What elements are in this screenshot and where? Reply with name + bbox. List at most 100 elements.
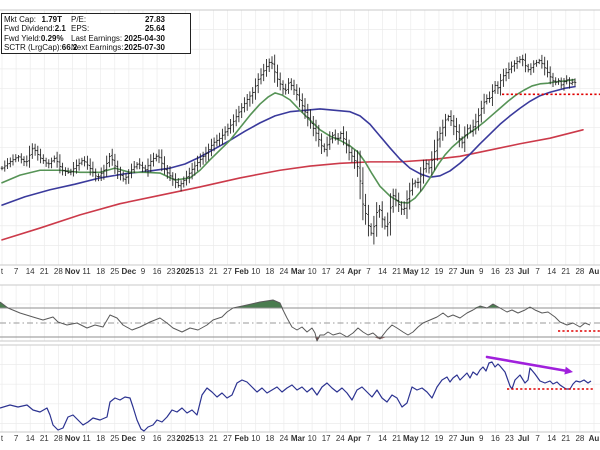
x-axis-labels-bottom-label: 10: [251, 434, 260, 443]
x-axis-labels-bottom-label: Mar: [291, 434, 305, 443]
x-axis-labels-main-label: 23: [505, 267, 514, 276]
x-axis-labels-main-label: 9: [141, 267, 146, 276]
x-axis-labels-bottom-label: Nov: [65, 434, 81, 443]
x-axis-labels-main-label: Dec: [122, 267, 137, 276]
x-axis-labels-bottom-label: 9: [479, 434, 484, 443]
info-row-eps: EPS: 25.64: [71, 24, 165, 33]
x-axis-labels-main-label: 25: [110, 267, 119, 276]
downtrend-arrow-head: [564, 366, 573, 375]
info-row-fwd-yield: Fwd Yield: 0.29%: [4, 33, 64, 43]
mkt-cap-value: 1.79T: [41, 15, 62, 24]
x-axis-labels-bottom-label: 25: [110, 434, 119, 443]
x-axis-labels-bottom-label: 14: [547, 434, 556, 443]
info-row-mkt-cap: Mkt Cap: 1.79T: [4, 15, 62, 24]
x-axis-labels-main-label: 18: [96, 267, 105, 276]
x-axis-labels-bottom-label: Au: [589, 434, 600, 443]
x-axis-labels-bottom-label: 10: [308, 434, 317, 443]
x-axis-labels-bottom-label: 28: [575, 434, 584, 443]
next-earnings-label: Next Earnings:: [71, 42, 124, 52]
x-axis-labels-bottom-label: 11: [82, 434, 91, 443]
mkt-cap-label: Mkt Cap:: [4, 15, 37, 24]
sctr-label: SCTR (LrgCap):: [4, 42, 62, 52]
x-axis-labels-main-label: 21: [209, 267, 218, 276]
x-axis-labels-main-label: 24: [279, 267, 288, 276]
x-axis-labels-bottom-label: 13: [195, 434, 204, 443]
x-axis-labels-bottom-label: 18: [96, 434, 105, 443]
x-axis-labels-main-label: 28: [575, 267, 584, 276]
x-axis-labels-bottom-label: 19: [434, 434, 443, 443]
x-axis-labels-main-label: 21: [561, 267, 570, 276]
x-axis-labels-bottom-label: 7: [535, 434, 540, 443]
fwd-yield-label: Fwd Yield:: [4, 33, 41, 43]
x-axis-labels-bottom-label: 9: [141, 434, 146, 443]
info-box-left-column: Mkt Cap: 1.79T Fwd Dividend: 2.1 Fwd Yie…: [4, 15, 77, 52]
strength-line: [0, 361, 592, 432]
x-axis-labels-bottom-label: 16: [153, 434, 162, 443]
x-axis-labels-main-label: Jul: [518, 267, 530, 276]
x-axis-labels-main-label: Mar: [291, 267, 305, 276]
x-axis-labels-main-label: 28: [54, 267, 63, 276]
x-axis-labels-bottom-label: 2025: [176, 434, 194, 443]
x-axis-labels-main-label: Nov: [65, 267, 81, 276]
info-box-right-column: P/E: 27.83 EPS: 25.64 Last Earnings: 202…: [71, 15, 165, 52]
x-axis-labels-main-label: 21: [40, 267, 49, 276]
info-row-fwd-dividend: Fwd Dividend: 2.1: [4, 24, 66, 34]
eps-label: EPS:: [71, 24, 90, 34]
x-axis-labels-bottom-label: 14: [26, 434, 35, 443]
x-axis-labels-main-label: 18: [265, 267, 274, 276]
x-axis-labels-main-label: Jun: [460, 267, 474, 276]
pe-value: 27.83: [144, 15, 165, 24]
x-axis-labels-main-label: 27: [449, 267, 458, 276]
x-axis-labels-bottom-label: Jun: [460, 434, 474, 443]
x-axis-labels-main-label: 7: [14, 267, 19, 276]
x-axis-labels-bottom-label: 16: [491, 434, 500, 443]
x-axis-labels-bottom-label: 7: [14, 434, 19, 443]
x-axis-labels-main-label: 11: [82, 267, 91, 276]
x-axis-labels-main-label: 24: [336, 267, 345, 276]
x-axis-labels-bottom-label: 21: [561, 434, 570, 443]
ma-mid-50d-line: [1, 85, 576, 206]
sctr-value: 66.2: [61, 42, 78, 52]
x-axis-labels-main-label: 10: [251, 267, 260, 276]
x-axis-labels-bottom-label: 21: [209, 434, 218, 443]
x-axis-labels-bottom-label: 7: [366, 434, 371, 443]
x-axis-labels-bottom-label: 17: [322, 434, 331, 443]
x-axis-labels-main-label: 12: [420, 267, 429, 276]
x-axis-labels-bottom-label: 12: [420, 434, 429, 443]
symbol-info-box: Mkt Cap: 1.79T Fwd Dividend: 2.1 Fwd Yie…: [1, 13, 191, 55]
x-axis-labels-main-label: t: [1, 267, 4, 276]
downtrend-arrow-shaft: [485, 355, 569, 373]
x-axis-labels-bottom-label: Apr: [347, 434, 361, 443]
x-axis-labels-main-label: 16: [491, 267, 500, 276]
oscillator-below-threshold-fill: [0, 337, 590, 341]
info-row-pe: P/E: 27.83: [71, 15, 165, 24]
x-axis-labels-bottom-label: May: [403, 434, 419, 443]
x-axis-labels-bottom-label: 24: [279, 434, 288, 443]
info-row-sctr: SCTR (LrgCap): 66.2: [4, 42, 77, 52]
panel-borders: [0, 9, 600, 433]
x-axis-labels-main-label: 14: [547, 267, 556, 276]
last-earnings-value: 2025-04-30: [124, 33, 165, 43]
x-axis-labels-main-label: 13: [195, 267, 204, 276]
x-axis-labels-main-label: 19: [434, 267, 443, 276]
x-axis-labels-bottom-label: Feb: [235, 434, 249, 443]
x-axis-labels-bottom-label: 27: [223, 434, 232, 443]
x-axis-labels-main-label: 21: [392, 267, 401, 276]
x-axis-labels-main-label: 14: [378, 267, 387, 276]
oscillator-line: [0, 299, 591, 342]
x-axis-labels-bottom-label: 24: [336, 434, 345, 443]
fwd-dividend-label: Fwd Dividend:: [4, 24, 55, 34]
x-axis-labels-main-label: 10: [308, 267, 317, 276]
fwd-dividend-value: 2.1: [54, 24, 66, 34]
last-earnings-label: Last Earnings:: [71, 33, 123, 43]
x-axis-labels-main-label: 27: [223, 267, 232, 276]
x-axis-labels-main-label: 17: [322, 267, 331, 276]
x-axis-labels-main-label: Au: [589, 267, 600, 276]
fwd-yield-value: 0.29%: [40, 33, 64, 43]
x-axis-labels-bottom-label: 14: [378, 434, 387, 443]
x-axis-labels-main-label: 23: [167, 267, 176, 276]
x-axis-labels-bottom-label: t: [1, 434, 4, 443]
x-axis-labels-main-label: 14: [26, 267, 35, 276]
